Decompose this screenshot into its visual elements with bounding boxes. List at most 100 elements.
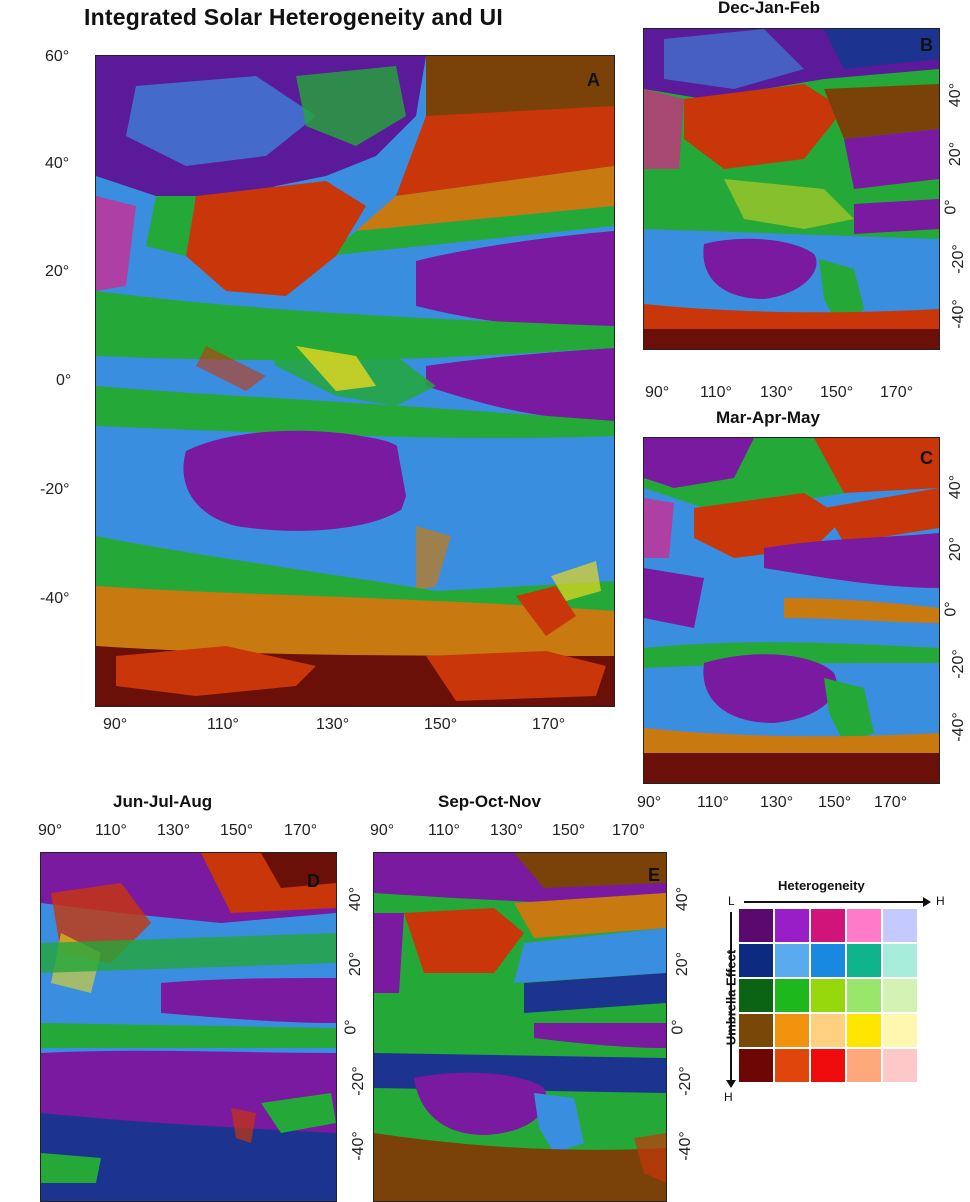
lat-tick-de-m20: -20° <box>344 1066 368 1122</box>
panel-a-label: A <box>587 70 600 90</box>
lat-tick-de-20: 20° <box>344 951 368 995</box>
lat-tick-b-m40-text: -40° <box>949 299 967 329</box>
map-a-image <box>96 56 614 706</box>
legend-grid <box>738 908 918 1083</box>
legend-x-low: L <box>728 894 735 908</box>
lat-tick-c-m20-text: -20° <box>949 649 967 679</box>
legend-cell-r2-c2 <box>810 978 846 1013</box>
legend: Heterogeneity L H H Umbrella Effect <box>710 870 960 1110</box>
legend-cell-r0-c3 <box>846 908 882 943</box>
lon-tick-b-150: 150° <box>820 384 854 401</box>
lon-tick-d-170: 170° <box>284 822 318 839</box>
lat-tick-a-60: 60° <box>45 48 70 65</box>
map-panel-d: D <box>40 852 337 1202</box>
lat-tick-c-m20: -20° <box>944 649 968 705</box>
legend-cell-r3-c0 <box>738 1013 774 1048</box>
panel-b-label: B <box>920 35 933 55</box>
lat-tick-a-20: 20° <box>45 263 70 280</box>
season-title-d: Jun-Jul-Aug <box>113 792 213 811</box>
lon-tick-b-170: 170° <box>880 384 914 401</box>
legend-x-title: Heterogeneity <box>778 878 865 893</box>
legend-x-arrow <box>744 901 924 903</box>
lat-tick-e-20-text: 20° <box>674 951 692 977</box>
lat-tick-b-m20-text: -20° <box>949 244 967 274</box>
lat-tick-de-20-text: 20° <box>347 951 365 977</box>
lat-tick-b-0: 0° <box>943 198 968 228</box>
lat-tick-de-m20-text: -20° <box>349 1066 367 1096</box>
lat-tick-e-m40-text: -40° <box>676 1131 694 1161</box>
map-panel-a: A <box>95 55 615 707</box>
lat-tick-c-20: 20° <box>944 536 968 580</box>
lat-tick-b-m20: -20° <box>944 244 968 300</box>
lat-tick-b-m40: -40° <box>944 299 968 355</box>
panel-d-label: D <box>307 871 320 891</box>
lon-tick-e-150: 150° <box>552 822 586 839</box>
lat-tick-b-20-text: 20° <box>947 141 965 167</box>
lat-tick-e-m20: -20° <box>671 1066 695 1122</box>
lat-tick-de-40: 40° <box>344 887 368 930</box>
legend-cell-r4-c3 <box>846 1048 882 1083</box>
legend-cell-r1-c0 <box>738 943 774 978</box>
lon-tick-d-90: 90° <box>38 822 63 839</box>
legend-cell-r1-c1 <box>774 943 810 978</box>
lat-tick-c-m40: -40° <box>944 712 968 768</box>
lon-tick-e-90: 90° <box>370 822 395 839</box>
lon-tick-c-130: 130° <box>760 794 794 811</box>
lat-tick-de-0-text: 0° <box>342 1019 360 1035</box>
legend-y-arrowhead <box>726 1080 736 1088</box>
legend-x-arrowhead <box>923 897 931 907</box>
map-panel-c: C <box>643 437 940 784</box>
legend-cell-r2-c0 <box>738 978 774 1013</box>
legend-y-title-text: Umbrella Effect <box>723 949 739 1046</box>
lon-tick-a-170: 170° <box>532 716 566 733</box>
lon-tick-e-110: 110° <box>428 822 460 839</box>
lat-tick-c-20-text: 20° <box>947 536 965 562</box>
legend-cell-r3-c4 <box>882 1013 918 1048</box>
figure-title: Integrated Solar Heterogeneity and UI <box>84 4 503 30</box>
season-title-c: Mar-Apr-May <box>716 408 820 427</box>
lon-tick-e-130: 130° <box>490 822 524 839</box>
map-d-image <box>41 853 336 1201</box>
legend-y-title: Umbrella Effect <box>724 943 739 1053</box>
panel-e-label: E <box>647 865 660 885</box>
legend-cell-r4-c4 <box>882 1048 918 1083</box>
legend-cell-r4-c1 <box>774 1048 810 1083</box>
lon-tick-a-130: 130° <box>316 716 350 733</box>
legend-cell-r3-c3 <box>846 1013 882 1048</box>
lat-tick-b-20: 20° <box>944 141 968 185</box>
lat-tick-a-m40: -40° <box>40 590 70 607</box>
lat-tick-e-m40: -40° <box>671 1131 695 1187</box>
lon-tick-b-90: 90° <box>645 384 670 401</box>
legend-cell-r4-c0 <box>738 1048 774 1083</box>
lon-tick-a-150: 150° <box>424 716 458 733</box>
lat-tick-c-m40-text: -40° <box>949 712 967 742</box>
lat-tick-a-40: 40° <box>45 155 70 172</box>
legend-cell-r3-c1 <box>774 1013 810 1048</box>
lon-tick-d-150: 150° <box>220 822 254 839</box>
legend-y-high: H <box>724 1090 733 1104</box>
legend-cell-r0-c2 <box>810 908 846 943</box>
legend-cell-r1-c3 <box>846 943 882 978</box>
legend-cell-r1-c2 <box>810 943 846 978</box>
panel-c-label: C <box>920 448 933 468</box>
legend-cell-r0-c4 <box>882 908 918 943</box>
lat-tick-e-0-text: 0° <box>669 1019 687 1035</box>
lon-tick-e-170: 170° <box>612 822 646 839</box>
legend-y-arrow <box>730 912 732 1082</box>
lat-tick-de-m40: -40° <box>344 1131 368 1187</box>
lon-tick-c-150: 150° <box>818 794 852 811</box>
lat-tick-c-40-text: 40° <box>947 474 965 500</box>
legend-cell-r4-c2 <box>810 1048 846 1083</box>
lon-tick-b-130: 130° <box>760 384 794 401</box>
lon-tick-c-110: 110° <box>697 794 729 811</box>
lat-tick-a-0: 0° <box>56 372 72 389</box>
legend-x-high: H <box>936 894 945 908</box>
lat-tick-de-0: 0° <box>342 1018 368 1048</box>
legend-cell-r0-c0 <box>738 908 774 943</box>
lat-tick-e-40: 40° <box>671 886 695 930</box>
lat-tick-e-40-text: 40° <box>674 886 692 912</box>
lat-tick-de-m40-text: -40° <box>349 1131 367 1161</box>
map-c-image <box>644 438 939 783</box>
lat-tick-b-40: 40° <box>944 83 968 126</box>
map-e-image <box>374 853 666 1201</box>
